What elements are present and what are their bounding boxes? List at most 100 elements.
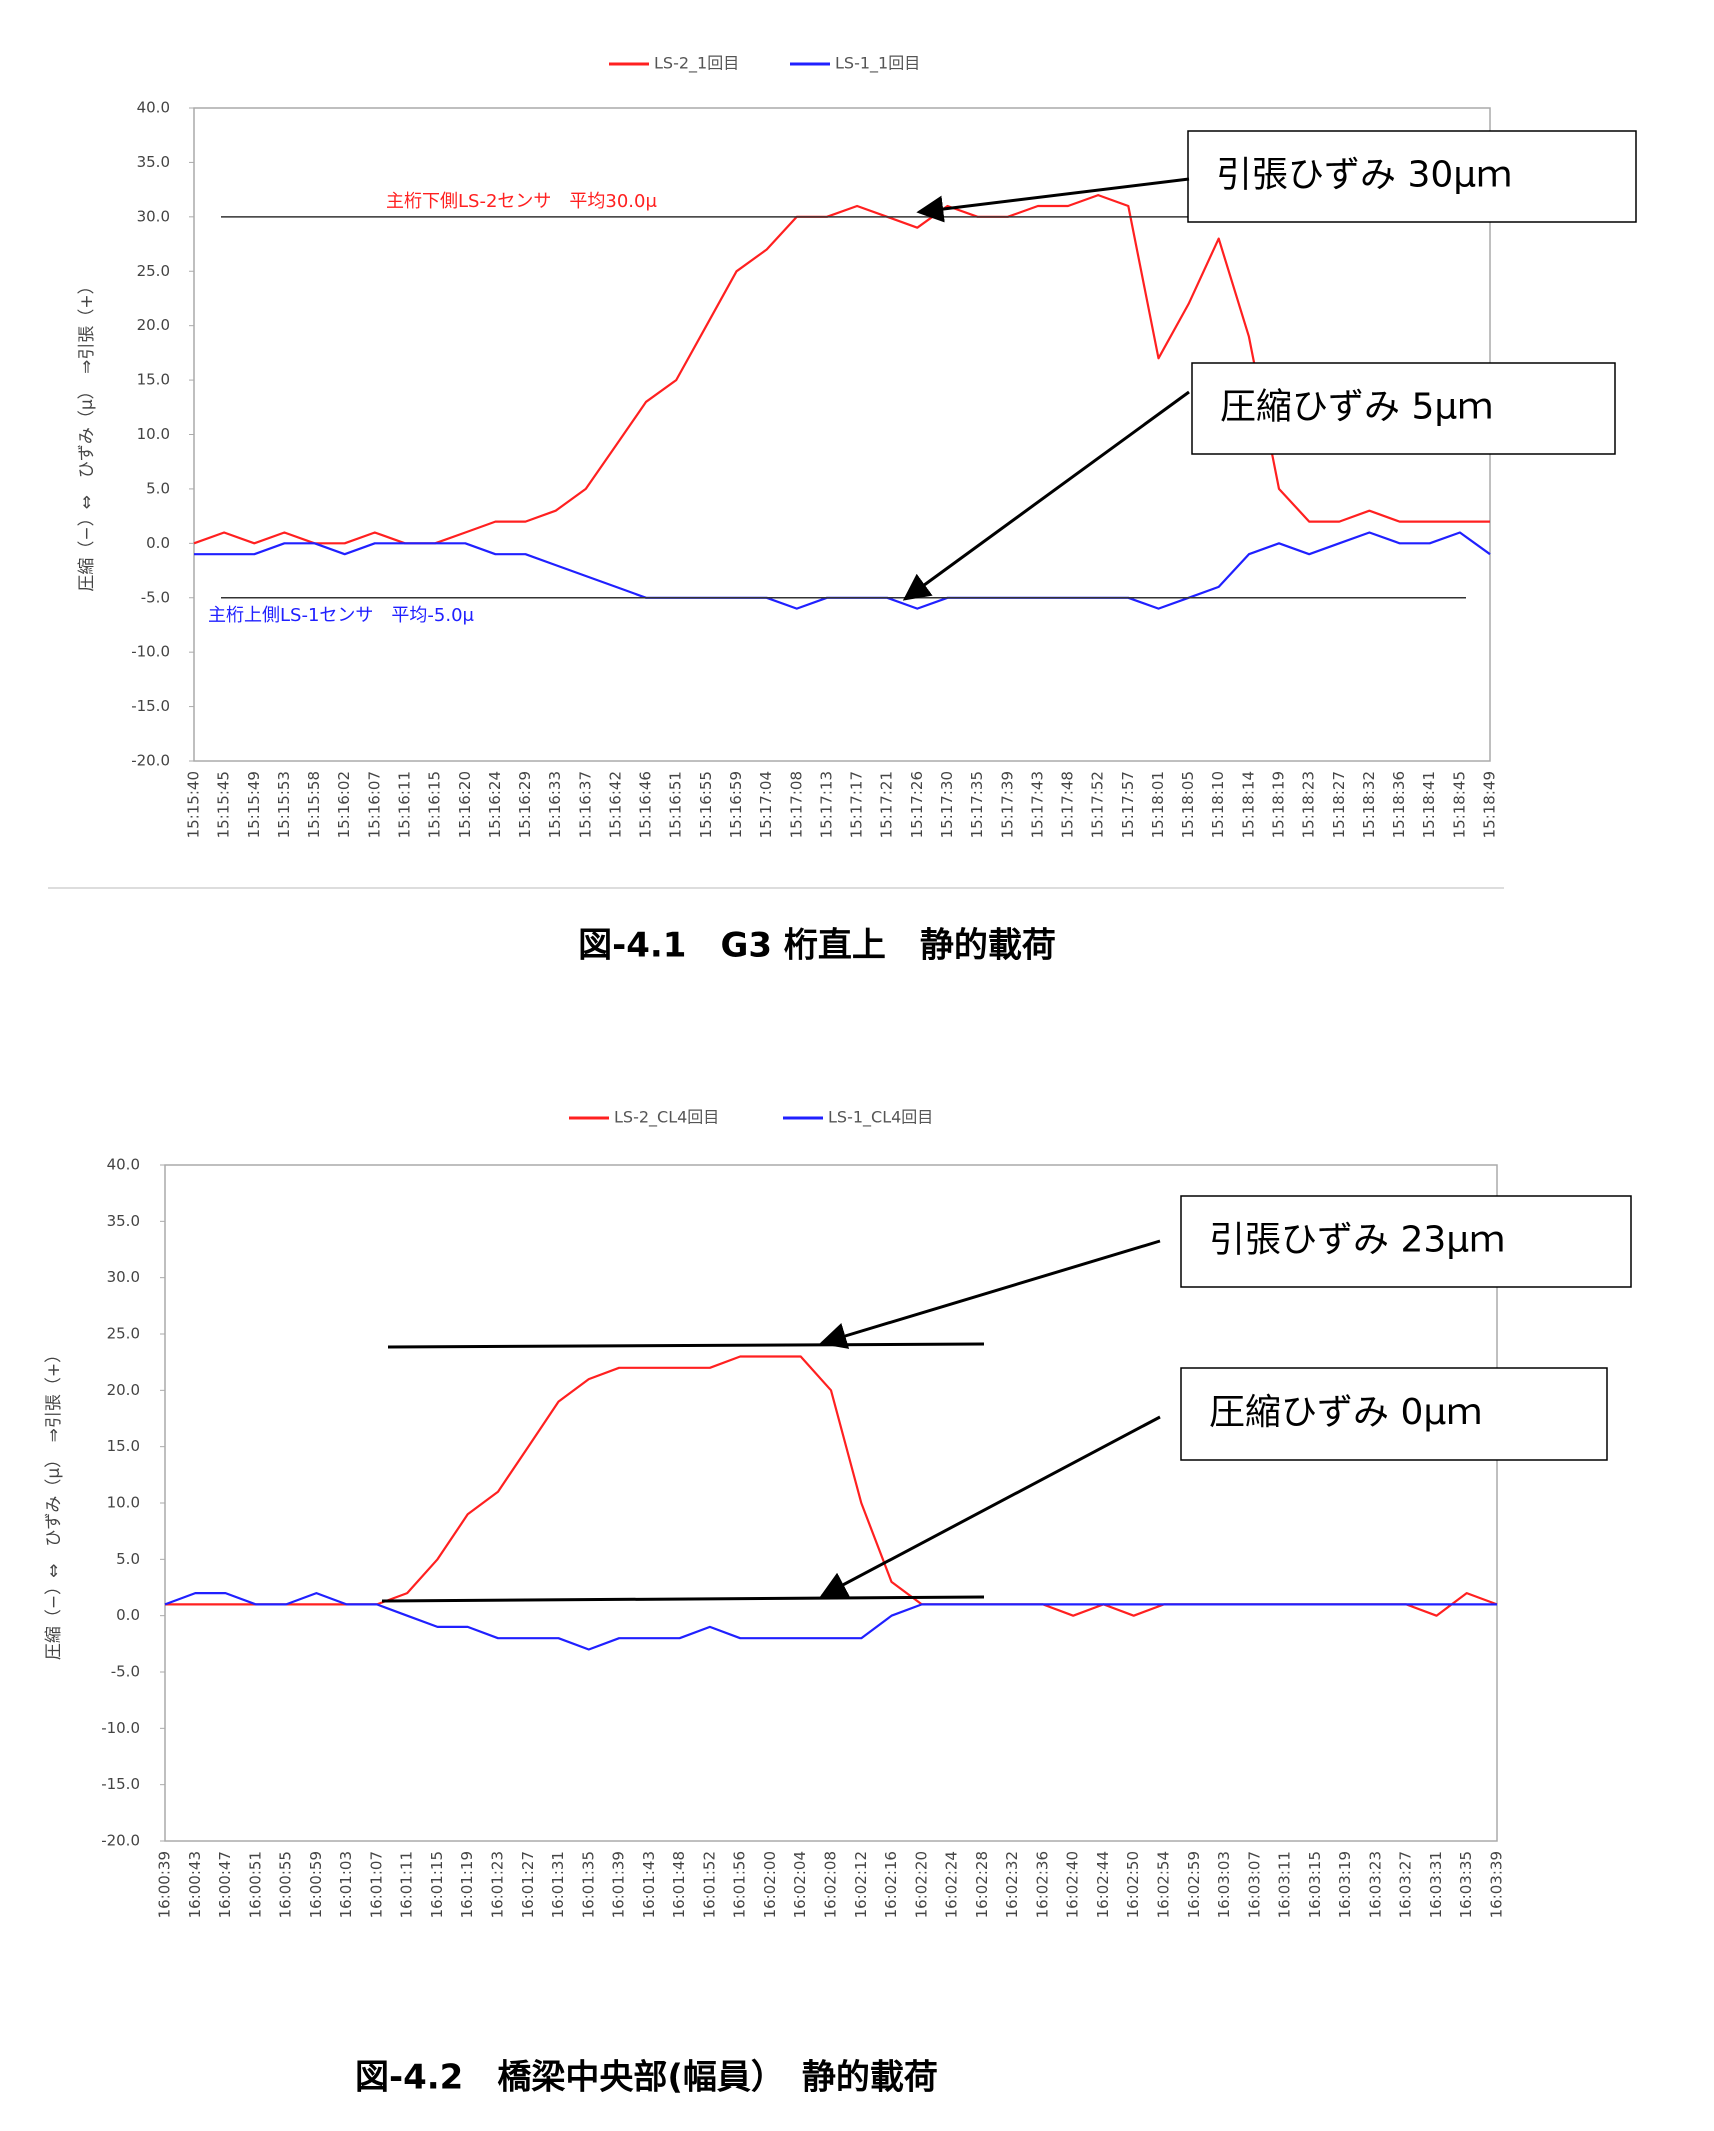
x-tick-label: 15:15:49: [245, 771, 263, 838]
x-tick-label: 15:17:17: [848, 771, 866, 838]
y-tick-label: 25.0: [107, 1325, 140, 1343]
y-tick-label: 15.0: [137, 371, 170, 389]
x-tick-label: 15:17:48: [1059, 771, 1077, 838]
x-tick-label: 16:02:54: [1155, 1851, 1173, 1918]
x-tick-label: 15:18:19: [1270, 771, 1288, 838]
x-tick-label: 15:17:04: [757, 771, 775, 838]
x-tick-label: 16:00:39: [156, 1851, 174, 1918]
x-tick-label: 15:17:57: [1119, 771, 1137, 838]
x-tick-label: 16:02:28: [973, 1851, 991, 1918]
x-tick-label: 15:18:27: [1330, 771, 1348, 838]
x-tick-label: 16:01:31: [549, 1851, 567, 1918]
y-tick-label: 0.0: [116, 1606, 140, 1624]
x-tick-label: 16:03:35: [1457, 1851, 1475, 1918]
y-tick-label: -20.0: [101, 1832, 140, 1850]
callout-text: 引張ひずみ 30μｍ: [1216, 155, 1512, 196]
data-line: [164, 1592, 1497, 1651]
y-tick-label: 40.0: [137, 99, 170, 117]
x-tick-label: 15:17:30: [938, 771, 956, 838]
x-tick-label: 15:17:21: [878, 771, 896, 838]
y-tick-label: -20.0: [131, 752, 170, 770]
x-tick-label: 16:02:24: [943, 1851, 961, 1918]
x-tick-label: 16:03:39: [1488, 1851, 1506, 1918]
y-tick-label: -15.0: [131, 697, 170, 715]
y-tick-label: 20.0: [137, 316, 170, 334]
x-tick-label: 15:15:45: [215, 771, 233, 838]
x-tick-label: 15:16:02: [335, 771, 353, 838]
x-tick-label: 15:16:46: [637, 771, 655, 838]
y-tick-label: 10.0: [137, 425, 170, 443]
x-tick-label: 16:03:07: [1245, 1851, 1263, 1918]
y-tick-label: 20.0: [107, 1381, 140, 1399]
figure-caption: 図-4.1 G3 桁直上 静的載荷: [578, 926, 1056, 966]
callout-arrow: [819, 1415, 1161, 1598]
x-tick-label: 16:02:44: [1094, 1851, 1112, 1918]
y-tick-label: -5.0: [111, 1663, 140, 1681]
x-tick-label: 16:01:27: [519, 1851, 537, 1918]
y-tick-label: -10.0: [131, 643, 170, 661]
reference-label: 主桁下側LS-2センサ 平均30.0μ: [386, 191, 657, 212]
y-tick-label: 10.0: [107, 1494, 140, 1512]
x-tick-label: 15:15:58: [305, 771, 323, 838]
annotation-line: [381, 1595, 985, 1603]
y-tick-label: 0.0: [146, 534, 170, 552]
x-tick-label: 15:16:33: [546, 771, 564, 838]
x-tick-label: 16:02:20: [912, 1851, 930, 1918]
x-tick-label: 15:16:51: [667, 771, 685, 838]
x-tick-label: 16:01:11: [398, 1851, 416, 1918]
x-tick-label: 16:01:07: [367, 1851, 385, 1918]
x-tick-label: 16:01:48: [670, 1851, 688, 1918]
callout-arrow: [819, 1239, 1161, 1349]
x-tick-label: 16:00:47: [216, 1851, 234, 1918]
x-tick-label: 16:03:23: [1366, 1851, 1384, 1918]
x-tick-label: 15:18:01: [1149, 771, 1167, 838]
x-tick-label: 16:02:08: [822, 1851, 840, 1918]
callout-box: [1180, 1367, 1608, 1461]
x-tick-label: 16:00:43: [186, 1851, 204, 1918]
x-tick-label: 15:16:15: [426, 771, 444, 838]
x-tick-label: 16:03:03: [1215, 1851, 1233, 1918]
x-tick-label: 16:01:15: [428, 1851, 446, 1918]
legend-label: LS-1_CL4回目: [828, 1108, 933, 1128]
callout-text: 圧縮ひずみ 0μｍ: [1209, 1392, 1482, 1433]
y-axis-title: 圧縮（−）⇔ ひずみ（μ） ⇒引張（+）: [77, 277, 97, 591]
x-tick-label: 15:15:40: [185, 771, 203, 838]
x-tick-label: 16:01:52: [700, 1851, 718, 1918]
x-tick-label: 16:00:51: [246, 1851, 264, 1918]
x-tick-label: 16:01:43: [640, 1851, 658, 1918]
x-tick-label: 16:02:32: [1003, 1851, 1021, 1918]
x-tick-label: 15:17:52: [1089, 771, 1107, 838]
x-tick-label: 16:02:36: [1033, 1851, 1051, 1918]
x-tick-label: 15:18:49: [1481, 771, 1499, 838]
x-tick-label: 16:01:19: [458, 1851, 476, 1918]
figure-caption: 図-4.2 橋梁中央部(幅員） 静的載荷: [355, 2058, 938, 2098]
y-tick-label: 5.0: [146, 479, 170, 497]
y-tick-label: 35.0: [137, 153, 170, 171]
legend-label: LS-1_1回目: [835, 54, 920, 74]
x-tick-label: 16:01:23: [489, 1851, 507, 1918]
x-tick-label: 15:17:43: [1028, 771, 1046, 838]
y-tick-label: -10.0: [101, 1719, 140, 1737]
callout-text: 引張ひずみ 23μｍ: [1209, 1220, 1505, 1261]
reference-label: 主桁上側LS-1センサ 平均-5.0μ: [208, 605, 475, 626]
annotation-line: [387, 1342, 985, 1349]
x-tick-label: 16:03:11: [1276, 1851, 1294, 1918]
x-tick-label: 15:16:11: [395, 771, 413, 838]
y-tick-label: -5.0: [141, 588, 170, 606]
x-tick-label: 15:16:42: [606, 771, 624, 838]
x-tick-label: 15:18:45: [1450, 771, 1468, 838]
callout-arrow: [916, 177, 1190, 223]
x-tick-label: 15:18:32: [1360, 771, 1378, 838]
y-tick-label: 35.0: [107, 1212, 140, 1230]
y-tick-label: 30.0: [107, 1268, 140, 1286]
x-tick-label: 16:02:59: [1185, 1851, 1203, 1918]
x-tick-label: 15:18:23: [1300, 771, 1318, 838]
x-tick-label: 15:16:59: [727, 771, 745, 838]
y-tick-label: 15.0: [107, 1437, 140, 1455]
legend-label: LS-2_CL4回目: [614, 1108, 719, 1128]
x-tick-label: 15:16:55: [697, 771, 715, 838]
x-tick-label: 15:18:05: [1179, 771, 1197, 838]
y-tick-label: -15.0: [101, 1775, 140, 1793]
callout-text: 圧縮ひずみ 5μｍ: [1220, 387, 1493, 428]
